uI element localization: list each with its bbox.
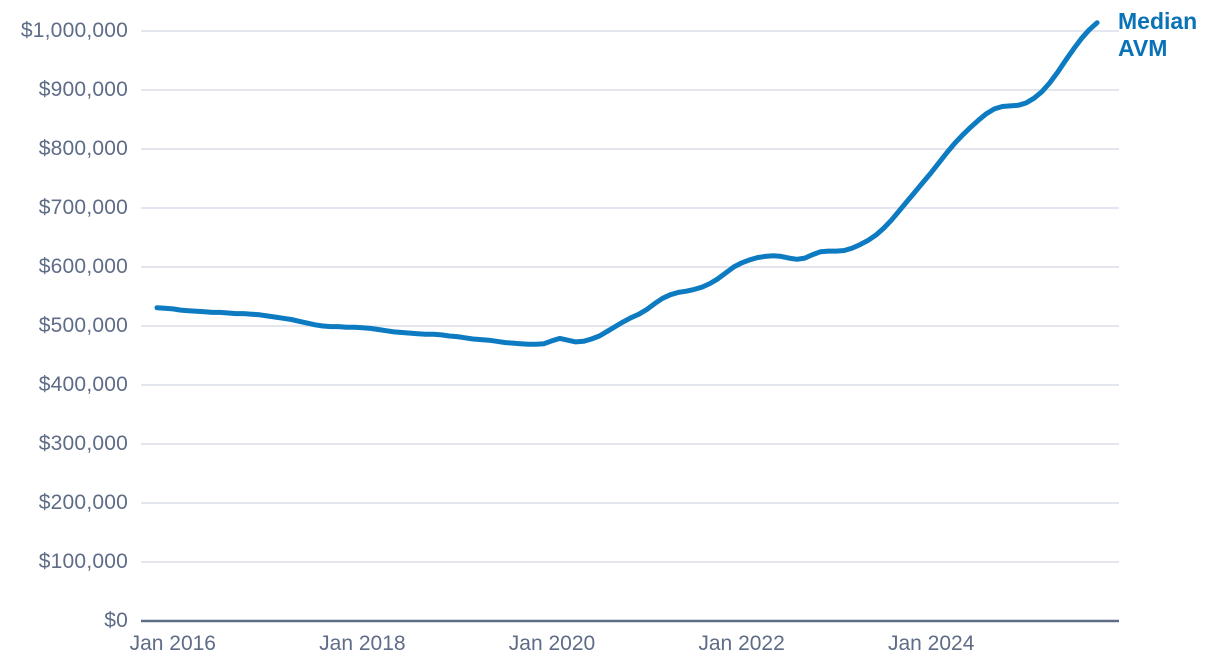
series-legend-line-1: Median: [1118, 8, 1198, 34]
series-legend-line-2: AVM: [1118, 35, 1168, 61]
y-axis-tick-label: $0: [104, 609, 128, 632]
series-legend: Median AVM: [1118, 8, 1197, 62]
y-axis-tick-label: $400,000: [38, 373, 128, 396]
y-axis-tick-label: $700,000: [38, 196, 128, 219]
y-axis-tick-label: $600,000: [38, 255, 128, 278]
x-axis-tick-label: Jan 2022: [698, 632, 785, 655]
y-axis-tick-label: $200,000: [38, 491, 128, 514]
x-axis-tick-label: Jan 2018: [319, 632, 406, 655]
y-axis-tick-label: $900,000: [38, 78, 128, 101]
y-axis-tick-label: $100,000: [38, 550, 128, 573]
y-axis-tick-label: $1,000,000: [20, 19, 128, 42]
y-axis-tick-label: $800,000: [38, 137, 128, 160]
y-axis-tick-label: $300,000: [38, 432, 128, 455]
x-axis-tick-label: Jan 2024: [887, 632, 975, 655]
x-axis-tick-label: Jan 2020: [508, 632, 596, 655]
median-avm-series-line: [154, 20, 1100, 347]
x-axis-tick-label: Jan 2016: [129, 632, 216, 655]
y-axis-tick-label: $500,000: [38, 314, 128, 337]
